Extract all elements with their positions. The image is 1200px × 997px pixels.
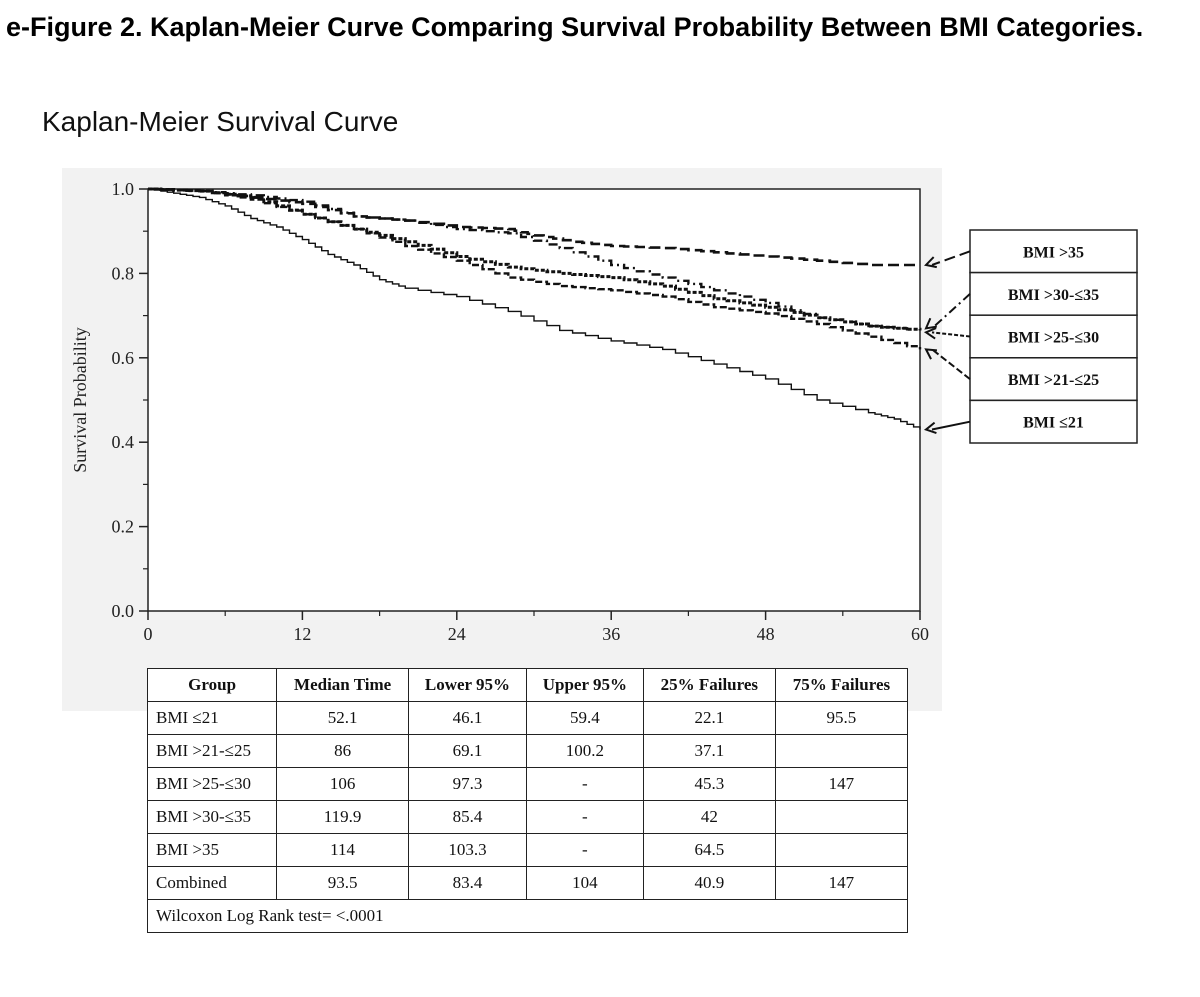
- table-cell: 95.5: [774, 701, 909, 735]
- legend-label: BMI >25-≤30: [1008, 330, 1099, 347]
- table-cell: [774, 734, 909, 768]
- figure-title: e-Figure 2. Kaplan-Meier Curve Comparing…: [6, 12, 1144, 42]
- x-tick-label: 48: [757, 624, 775, 644]
- table-cell: 64.5: [642, 833, 776, 867]
- x-tick-label: 60: [911, 624, 929, 644]
- legend-arrowhead: [923, 327, 937, 340]
- table-cell: 40.9: [642, 866, 776, 900]
- legend: BMI >35 BMI >30-≤35 BMI >25-≤30 BMI >21-≤25…: [923, 229, 1138, 444]
- legend-arrowhead: [923, 421, 937, 434]
- table-cell: 100.2: [525, 734, 644, 768]
- column-header: 25% Failures: [642, 668, 776, 702]
- table-cell: 22.1: [642, 701, 776, 735]
- legend-leader: [931, 348, 971, 380]
- x-tick-label: 24: [448, 624, 466, 644]
- table-header-row: Group Median Time Lower 95% Upper 95% 25% Fa…: [146, 668, 909, 702]
- x-tick-label: 0: [144, 624, 153, 644]
- table-footnote: Wilcoxon Log Rank test= <.0001: [147, 899, 908, 933]
- legend-label: BMI >30-≤35: [1008, 287, 1099, 304]
- table-cell: -: [525, 800, 644, 834]
- table-cell: 103.3: [407, 833, 527, 867]
- table-cell: 85.4: [407, 800, 527, 834]
- table-cell: 119.9: [276, 800, 409, 834]
- table-cell: 59.4: [525, 701, 644, 735]
- legend-label: BMI >21-≤25: [1008, 372, 1099, 389]
- group-cell: Combined: [146, 866, 278, 900]
- table-row: BMI >30-≤35 119.9 85.4-42: [146, 800, 909, 834]
- y-tick-label: 1.0: [112, 179, 135, 199]
- table-cell: 52.1: [276, 701, 409, 735]
- axes: 0.0 0.2 0.4 0.6 0.8 1.0 0 12 24 36 48 60: [112, 179, 930, 644]
- table-footer-row: Wilcoxon Log Rank test= <.0001: [147, 899, 908, 933]
- table-cell: 69.1: [407, 734, 527, 768]
- km-curve-bmi-35: [148, 187, 920, 267]
- km-curve-bmi-21: [148, 188, 921, 430]
- table-cell: 86: [276, 734, 409, 768]
- group-cell: BMI ≤21: [146, 701, 278, 735]
- y-axis-label: Survival Probability: [70, 327, 90, 473]
- table-cell: 106: [276, 767, 409, 801]
- table-row: BMI >21-≤25 86 69.1 100.2 37.1: [146, 734, 909, 768]
- legend-leader: [931, 420, 971, 431]
- survival-curves: [148, 187, 922, 430]
- table-body: BMI ≤21 52.1 46.1 59.4 22.1 95.5 BMI >21-≤25 86…: [146, 701, 909, 933]
- y-tick-label: 0.6: [112, 348, 135, 368]
- group-cell: BMI >25-≤30: [146, 767, 278, 801]
- table-row: BMI ≤21 52.1 46.1 59.4 22.1 95.5: [146, 701, 909, 735]
- column-header: Group: [146, 668, 278, 702]
- column-header: Lower 95%: [407, 668, 527, 702]
- table-row: BMI >35 114 103.3-64.5: [146, 833, 909, 867]
- legend-arrowhead: [924, 256, 937, 269]
- legend-leader: [931, 293, 971, 330]
- table-row: Combined 93.5 83.4 104 40.9 147: [146, 866, 909, 900]
- legend-leader: [931, 331, 971, 338]
- legend-leader: [931, 250, 971, 266]
- table-cell: 83.4: [407, 866, 527, 900]
- x-tick-label: 12: [293, 624, 311, 644]
- table-cell: 147: [774, 767, 909, 801]
- table-cell: 147: [774, 866, 909, 900]
- column-header: Upper 95%: [525, 668, 644, 702]
- legend-box: [969, 229, 1138, 274]
- table-cell: 37.1: [642, 734, 776, 768]
- group-cell: BMI >30-≤35: [146, 800, 278, 834]
- legend-arrowhead: [924, 348, 938, 360]
- table-cell: -: [525, 833, 644, 867]
- plot-frame: [147, 188, 921, 612]
- table-cell: 93.5: [276, 866, 409, 900]
- table-cell: 114: [276, 833, 409, 867]
- legend-label: BMI ≤21: [1023, 415, 1084, 432]
- y-tick-label: 0.8: [112, 263, 135, 283]
- legend-arrowhead: [924, 317, 938, 330]
- chart-title: Kaplan-Meier Survival Curve: [42, 106, 399, 137]
- table-cell: [774, 833, 909, 867]
- column-header: 75% Failures: [774, 668, 909, 702]
- x-tick-label: 36: [602, 624, 620, 644]
- table-cell: 45.3: [642, 767, 776, 801]
- table-cell: 104: [525, 866, 644, 900]
- table-cell: -: [525, 767, 644, 801]
- y-tick-label: 0.0: [112, 601, 135, 621]
- table-cell: [774, 800, 909, 834]
- group-cell: BMI >35: [146, 833, 278, 867]
- median-survival-table: Group Median Time Lower 95% Upper 95% 25% Fa…: [146, 668, 909, 933]
- km-survival-chart: 0.00.20.40.60.81.00 12 24 36 48 60 BMI >35BMI…: [70, 179, 1138, 644]
- table-row: BMI >25-≤30 106 97.3-45.3 147: [146, 767, 909, 801]
- group-cell: BMI >21-≤25: [146, 734, 278, 768]
- column-header: Median Time: [276, 668, 409, 702]
- y-tick-label: 0.4: [112, 432, 135, 452]
- legend-box: [969, 271, 1138, 316]
- legend-box: [969, 399, 1138, 444]
- table-cell: 46.1: [407, 701, 527, 735]
- table-cell: 42: [642, 800, 776, 834]
- km-curve-bmi-21-25: [148, 187, 922, 350]
- table-cell: 97.3: [407, 767, 527, 801]
- legend-label: BMI >35: [1023, 244, 1084, 261]
- y-tick-label: 0.2: [112, 517, 135, 537]
